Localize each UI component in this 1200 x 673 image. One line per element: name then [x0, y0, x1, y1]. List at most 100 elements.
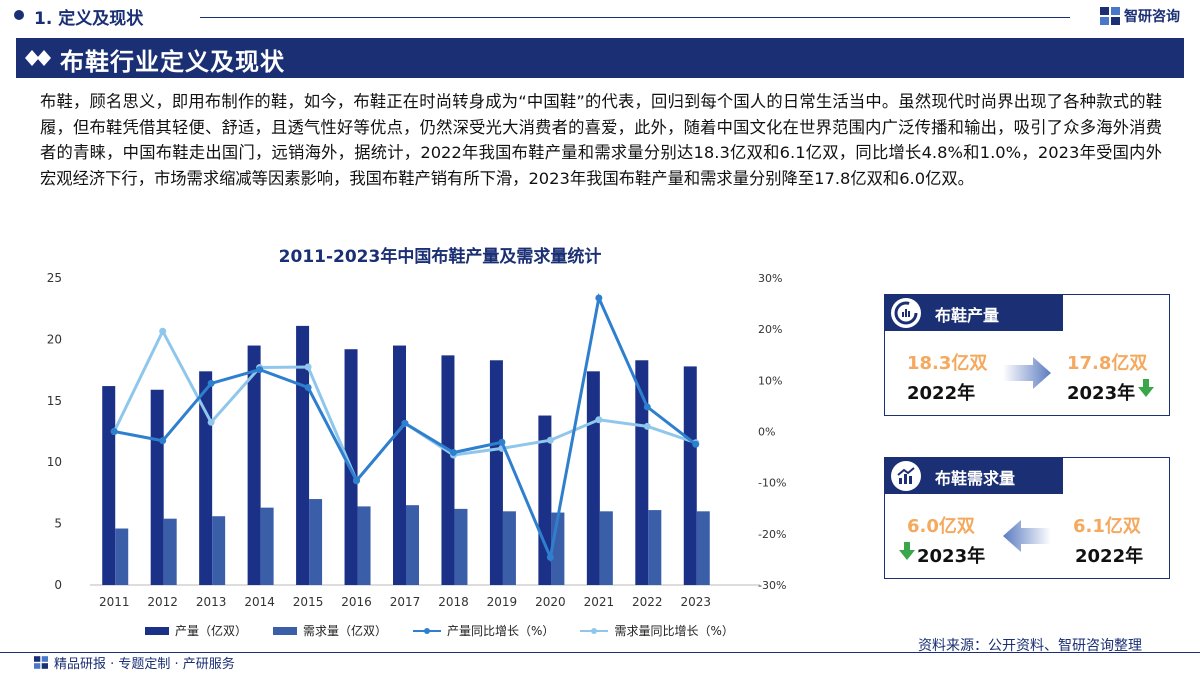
x-tick-label: 2016 — [341, 595, 372, 609]
footer-logo-icon — [34, 656, 48, 669]
legend-swatch-production — [145, 626, 169, 635]
section-bullet — [14, 10, 24, 20]
down-arrow-icon — [899, 542, 915, 560]
brand-name: 智研咨询 — [1124, 9, 1180, 25]
title-banner: 布鞋行业定义及现状 — [16, 38, 1184, 78]
bar-demand — [599, 511, 613, 585]
bar-production — [683, 366, 697, 585]
legend-item-production: 产量（亿双） — [145, 622, 247, 639]
bar-production — [393, 345, 406, 585]
bar-production — [441, 355, 455, 585]
x-tick-label: 2023 — [680, 595, 711, 609]
demand-card-title: 布鞋需求量 — [935, 469, 1016, 488]
bar-production — [247, 345, 261, 585]
diamond-icon — [25, 50, 51, 66]
intro-paragraph: 布鞋，顾名思义，即用布制作的鞋，如今，布鞋正在时尚转身成为“中国鞋”的代表，回归… — [40, 92, 1162, 188]
demand-2022-value: 6.1亿双 — [1073, 516, 1141, 537]
x-tick-label: 2013 — [196, 595, 227, 609]
y-tick-label: 0 — [54, 578, 62, 592]
legend-label-demand: 需求量（亿双） — [303, 624, 388, 638]
bar-production — [538, 415, 552, 585]
footer: 精品研报 · 专题定制 · 产研服务 — [34, 653, 235, 672]
production-2023-value: 17.8亿双 — [1067, 353, 1148, 374]
production-demand-chart: 0 5 10 15 20 25 -30% -20% -10% 0% 10% 20% 30% 2011 201… — [47, 271, 787, 609]
legend-item-production-growth: 产量同比增长（%） — [413, 622, 554, 639]
bar-production — [296, 325, 310, 585]
point-production-growth — [304, 383, 312, 391]
point-production-growth — [546, 553, 554, 561]
section-title: 1. 定义及现状 — [34, 9, 144, 29]
production-2022-year: 2022年 — [907, 383, 976, 404]
legend-label-production: 产量（亿双） — [175, 624, 248, 638]
point-production-growth — [256, 366, 264, 374]
x-tick-label: 2017 — [390, 595, 421, 609]
legend-label-demand-growth: 需求量同比增长（%） — [614, 624, 734, 638]
point-demand-growth — [546, 436, 554, 444]
bar-production — [102, 386, 116, 585]
bar-demand — [163, 518, 177, 585]
down-arrow-icon — [1138, 379, 1154, 397]
production-card-header: 布鞋产量 — [885, 295, 1063, 331]
x-tick-label: 2015 — [293, 595, 324, 609]
production-gauge-icon — [891, 298, 921, 328]
demand-chart-icon — [891, 461, 921, 491]
x-tick-label: 2012 — [147, 595, 178, 609]
point-production-growth — [110, 428, 118, 435]
arrow-right-icon — [1003, 357, 1051, 389]
y2-tick-label: -10% — [758, 477, 786, 490]
point-production-growth — [207, 379, 215, 387]
demand-2023-value: 6.0亿双 — [907, 516, 975, 537]
point-demand-growth — [207, 418, 215, 426]
page-title: 布鞋行业定义及现状 — [60, 48, 285, 76]
point-demand-growth — [595, 416, 603, 424]
legend-swatch-demand-growth — [580, 626, 609, 636]
x-tick-label: 2018 — [438, 595, 469, 609]
point-production-growth — [498, 438, 506, 446]
production-card-title: 布鞋产量 — [935, 306, 1000, 325]
footer-divider — [0, 652, 1200, 653]
source-note: 资料来源：公开资料、智研咨询整理 — [918, 638, 1142, 654]
bar-production — [586, 371, 600, 585]
arrow-left-icon — [1003, 520, 1051, 552]
section-divider — [200, 17, 1070, 18]
legend-label-production-growth: 产量同比增长（%） — [447, 624, 555, 638]
y2-tick-label: -30% — [758, 579, 786, 592]
demand-2022-year: 2022年 — [1075, 546, 1144, 567]
bar-demand — [260, 507, 274, 585]
y-tick-label: 20 — [47, 332, 62, 346]
section-header: 1. 定义及现状 智研咨询 — [0, 0, 1200, 34]
y2-tick-label: 0% — [758, 426, 775, 439]
bar-demand — [115, 528, 129, 585]
bar-demand — [648, 510, 662, 585]
chart-title: 2011-2023年中国布鞋产量及需求量统计 — [278, 247, 602, 267]
point-demand-growth — [159, 327, 167, 335]
bar-demand — [309, 499, 323, 585]
demand-2023-year: 2023年 — [917, 546, 986, 567]
bar-production — [150, 389, 164, 585]
point-production-growth — [449, 448, 457, 456]
demand-card-header: 布鞋需求量 — [885, 458, 1063, 494]
point-production-growth — [692, 440, 700, 448]
point-demand-growth — [643, 422, 651, 430]
y-tick-label: 25 — [47, 271, 62, 285]
footer-tagline: 精品研报 · 专题定制 · 产研服务 — [54, 657, 235, 672]
production-2022-value: 18.3亿双 — [907, 353, 988, 374]
legend-item-demand: 需求量（亿双） — [273, 622, 387, 639]
bar-demand — [696, 511, 710, 585]
y-tick-label: 15 — [47, 394, 62, 408]
legend-item-demand-growth: 需求量同比增长（%） — [580, 622, 734, 639]
x-tick-label: 2019 — [487, 595, 518, 609]
demand-card: 布鞋需求量 6.0亿双 2023年 6.1亿双 2022年 — [884, 457, 1170, 579]
bar-demand — [212, 516, 226, 585]
legend-swatch-production-growth — [413, 626, 442, 636]
point-production-growth — [353, 477, 361, 485]
x-tick-label: 2014 — [244, 595, 275, 609]
bar-production — [489, 360, 503, 585]
y2-tick-label: 20% — [758, 323, 782, 336]
bar-demand — [454, 508, 468, 585]
bar-production — [635, 360, 649, 585]
x-tick-label: 2022 — [632, 595, 663, 609]
point-production-growth — [401, 419, 409, 427]
production-2023-year: 2023年 — [1067, 383, 1136, 404]
brand-mark-icon — [1100, 7, 1120, 25]
